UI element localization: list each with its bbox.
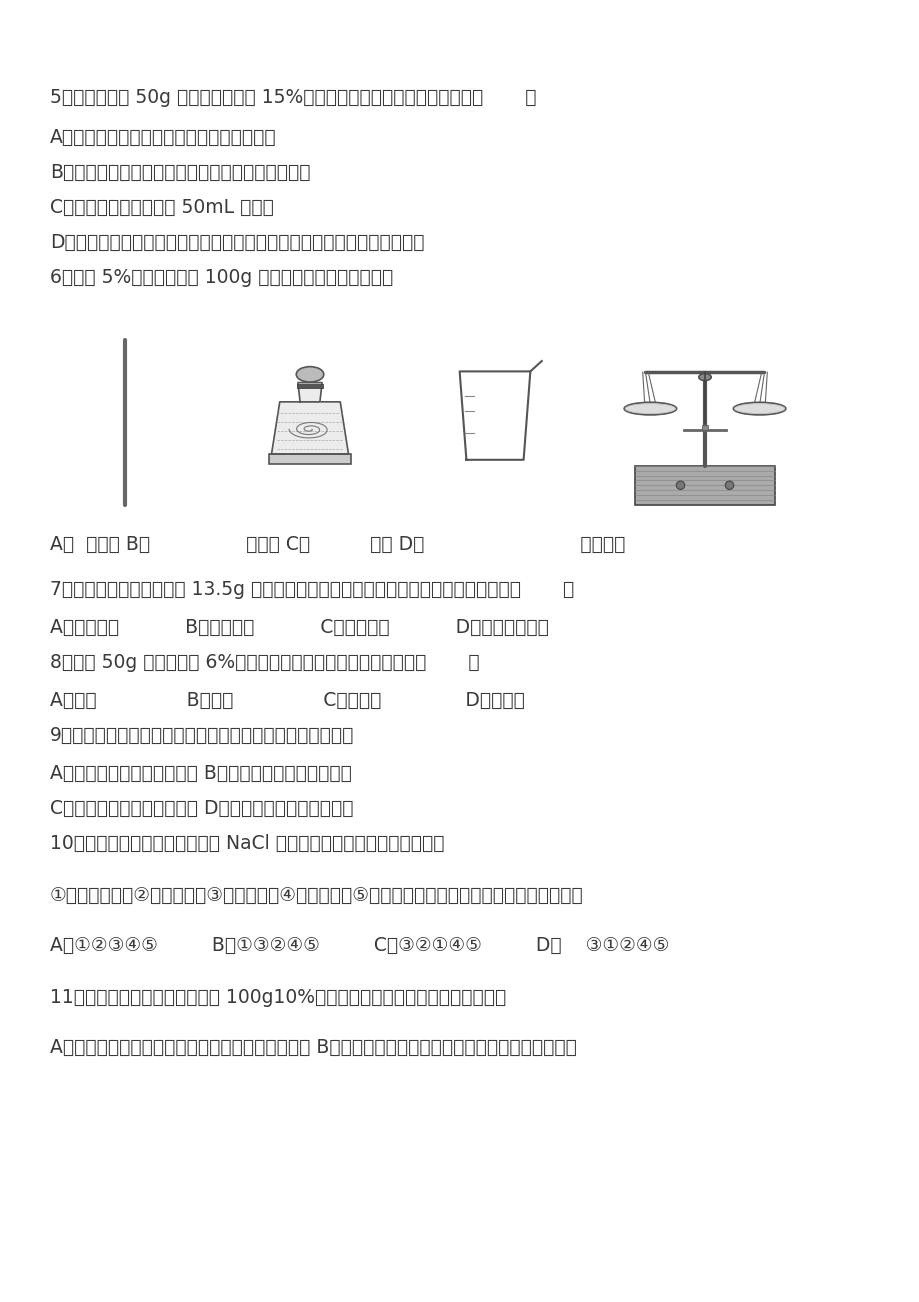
Ellipse shape <box>724 480 733 490</box>
Ellipse shape <box>296 367 323 381</box>
FancyBboxPatch shape <box>701 426 707 430</box>
Ellipse shape <box>732 402 785 415</box>
Polygon shape <box>271 402 348 454</box>
Text: 9．配制一定溶质质量分数的氯化钠溶液，操作顺序正确的是: 9．配制一定溶质质量分数的氯化钠溶液，操作顺序正确的是 <box>50 727 354 745</box>
FancyBboxPatch shape <box>634 466 774 504</box>
Polygon shape <box>298 383 322 402</box>
Polygon shape <box>460 371 529 460</box>
Text: ①固定铁圈位置②放置蒸发皿③放置酒精灯④加热并搅拌⑤停止加热，借余热蒸干。正确的操作顺序是: ①固定铁圈位置②放置蒸发皿③放置酒精灯④加热并搅拌⑤停止加热，借余热蒸干。正确的… <box>50 885 584 905</box>
Ellipse shape <box>675 480 684 490</box>
Text: 10．在粗盐提纯实验中最后进行 NaCl 溶液的蒸发时，一般有如下操作：: 10．在粗盐提纯实验中最后进行 NaCl 溶液的蒸发时，一般有如下操作： <box>50 835 444 853</box>
Text: A．溶液配制步骤包括计算、称量、溶解、装瓶贴签 B．所需玻璃仪器有烧杯、玻璃棒、量筒、胶头滴管: A．溶液配制步骤包括计算、称量、溶解、装瓶贴签 B．所需玻璃仪器有烧杯、玻璃棒、… <box>50 1038 576 1057</box>
Text: A．计算、称量、量取、溶解 B．溶解、量取、计算、称量: A．计算、称量、量取、溶解 B．溶解、量取、计算、称量 <box>50 764 351 783</box>
FancyBboxPatch shape <box>268 454 351 464</box>
Text: D．把配制好的氯化钠溶液倒入刚用蒸馏水润洗过的试剂瓶中，并贴上标签: D．把配制好的氯化钠溶液倒入刚用蒸馏水润洗过的试剂瓶中，并贴上标签 <box>50 233 424 253</box>
Text: 6．配制 5%的氯化钠溶液 100g 时，一般不会用到的仪器是: 6．配制 5%的氯化钠溶液 100g 时，一般不会用到的仪器是 <box>50 268 392 286</box>
Text: 5．实验室配制 50g 溶质质量分数为 15%的氯化钠溶液。下列说法正确的是（       ）: 5．实验室配制 50g 溶质质量分数为 15%的氯化钠溶液。下列说法正确的是（ … <box>50 89 536 107</box>
Text: 7．某同学用托盘天平称量 13.5g 食盐，在称量中发现天平指针向右偏，正确的做法是（       ）: 7．某同学用托盘天平称量 13.5g 食盐，在称量中发现天平指针向右偏，正确的做… <box>50 579 573 599</box>
Text: A．烧杯               B．量筒               C．铁架台              D．玻璃棒: A．烧杯 B．量筒 C．铁架台 D．玻璃棒 <box>50 691 525 710</box>
Text: 8．配制 50g 质量分数为 6%的氯化钠溶液，不需要用到的仪器是（       ）: 8．配制 50g 质量分数为 6%的氯化钠溶液，不需要用到的仪器是（ ） <box>50 654 479 672</box>
Text: B．称量时托盘天平指针偏左，移动游码至天平平衡: B．称量时托盘天平指针偏左，移动游码至天平平衡 <box>50 163 311 182</box>
Ellipse shape <box>623 402 675 415</box>
Text: A．①②③④⑤         B．①③②④⑤         C．③②①④⑤         D．    ③①②④⑤: A．①②③④⑤ B．①③②④⑤ C．③②①④⑤ D． ③①②④⑤ <box>50 936 669 954</box>
Text: 11．实验室欲用氯化钠固体配制 100g10%的氯化钠溶液，下列说法错误的是（）: 11．实验室欲用氯化钠固体配制 100g10%的氯化钠溶液，下列说法错误的是（） <box>50 988 505 1006</box>
Text: C．计算、溶解、称量、量取 D．称量、量取、溶解、计算: C．计算、溶解、称量、量取 D．称量、量取、溶解、计算 <box>50 799 353 818</box>
Text: A．减少砝码           B．加入食盐           C．减少食盐           D．调节平衡螺母: A．减少砝码 B．加入食盐 C．减少食盐 D．调节平衡螺母 <box>50 618 549 637</box>
Ellipse shape <box>698 374 710 380</box>
Text: A．托盘天平未经调零即用来称取氯化钠固体: A．托盘天平未经调零即用来称取氯化钠固体 <box>50 128 277 147</box>
FancyBboxPatch shape <box>297 384 323 388</box>
Text: C．量取水时，用规格为 50mL 的量筒: C．量取水时，用规格为 50mL 的量筒 <box>50 198 274 217</box>
Text: A．  玻璃棒 B．                酒精灯 C．          烧杯 D．                          托盘天平: A． 玻璃棒 B． 酒精灯 C． 烧杯 D． 托盘天平 <box>50 535 625 553</box>
